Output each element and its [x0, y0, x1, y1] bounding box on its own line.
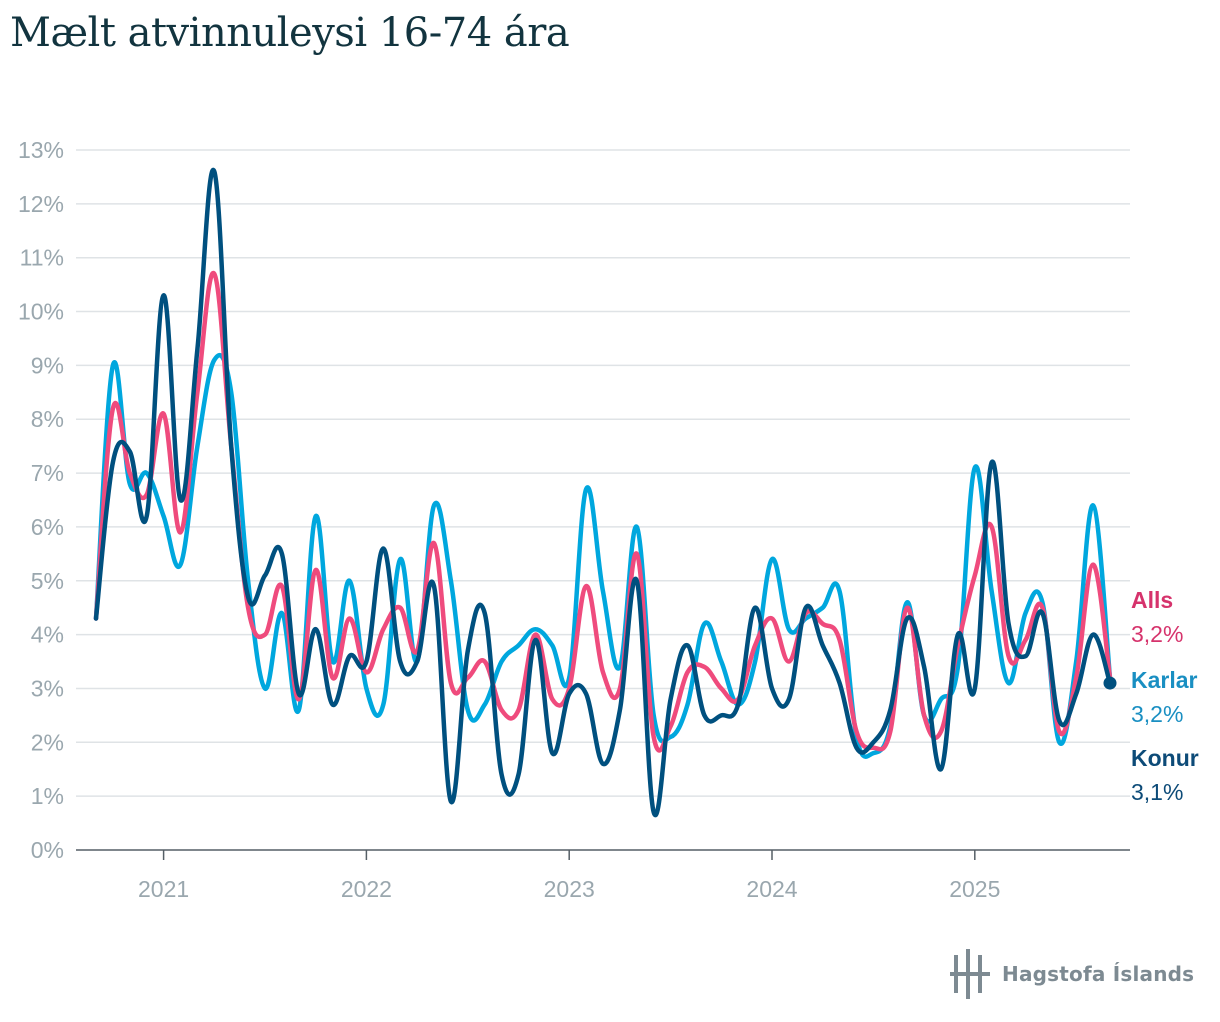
chart-title: Mælt atvinnuleysi 16-74 ára [10, 10, 570, 56]
end-label-name: Alls [1131, 587, 1173, 613]
y-tick-label: 3% [31, 675, 64, 701]
y-tick-label: 4% [31, 622, 64, 648]
x-tick-label: 2021 [138, 876, 189, 902]
brand-footer: Hagstofa Íslands [950, 948, 1194, 1000]
end-label-name: Karlar [1131, 667, 1198, 693]
brand-name: Hagstofa Íslands [1002, 962, 1195, 986]
y-tick-label: 1% [31, 783, 64, 809]
y-tick-label: 11% [20, 245, 64, 271]
x-tick-label: 2024 [746, 876, 797, 902]
end-labels: Alls 3,2% Karlar 3,2% Konur 3,1% [1131, 587, 1199, 805]
y-axis-ticks: 0% 1% 2% 3% 4% 5% 6% 7% 8% 9% 10% 11% 12% 13% [18, 137, 64, 863]
y-tick-label: 5% [31, 568, 64, 594]
series-line-konur [93, 167, 1113, 818]
y-tick-label: 9% [31, 352, 64, 378]
y-tick-label: 10% [18, 299, 64, 325]
y-tick-label: 0% [31, 837, 64, 863]
y-tick-label: 13% [18, 137, 64, 163]
x-tick-label: 2023 [544, 876, 595, 902]
x-tick-label: 2022 [341, 876, 392, 902]
end-label-value: 3,2% [1131, 621, 1183, 647]
end-label-value: 3,2% [1131, 701, 1183, 727]
hagstofa-logo-icon [950, 949, 990, 999]
series-lines [93, 167, 1117, 818]
y-tick-label: 7% [31, 460, 64, 486]
y-tick-label: 6% [31, 514, 64, 540]
series-line-karlar [93, 353, 1113, 759]
gridlines [76, 149, 1130, 797]
end-label-value: 3,1% [1131, 779, 1183, 805]
x-axis: 2021 2022 2023 2024 2025 [76, 849, 1130, 902]
series-end-dot [1103, 676, 1117, 690]
end-label-name: Konur [1131, 745, 1199, 771]
y-tick-label: 12% [18, 191, 64, 217]
x-tick-label: 2025 [949, 876, 1000, 902]
y-tick-label: 2% [31, 729, 64, 755]
y-tick-label: 8% [31, 406, 64, 432]
